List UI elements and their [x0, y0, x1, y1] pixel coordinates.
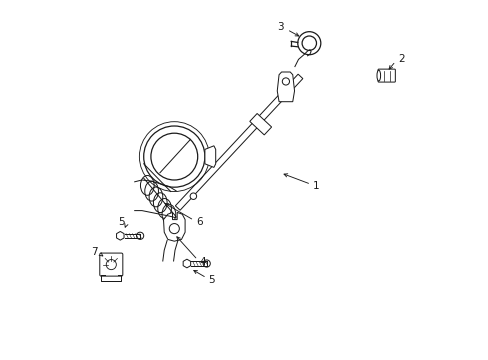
Text: 2: 2 [397, 54, 404, 64]
Circle shape [190, 193, 196, 199]
Circle shape [106, 260, 116, 270]
Circle shape [297, 32, 320, 55]
Circle shape [143, 126, 204, 187]
Ellipse shape [376, 70, 380, 81]
Circle shape [151, 133, 197, 180]
Polygon shape [204, 146, 215, 167]
Text: 7: 7 [91, 247, 98, 257]
Text: 4: 4 [199, 257, 206, 267]
Text: 1: 1 [312, 181, 319, 191]
Text: 5: 5 [208, 275, 215, 285]
Polygon shape [175, 74, 302, 210]
Text: 6: 6 [196, 217, 203, 228]
Polygon shape [163, 212, 185, 241]
Polygon shape [249, 113, 271, 135]
Polygon shape [183, 259, 190, 268]
Text: 3: 3 [276, 22, 283, 32]
Circle shape [203, 260, 210, 267]
FancyBboxPatch shape [377, 69, 394, 82]
Circle shape [136, 232, 143, 239]
Circle shape [282, 78, 289, 85]
Text: 5: 5 [118, 217, 124, 227]
Circle shape [169, 224, 179, 234]
Circle shape [302, 36, 316, 50]
FancyBboxPatch shape [100, 253, 122, 276]
Polygon shape [116, 231, 124, 240]
Polygon shape [277, 72, 294, 102]
